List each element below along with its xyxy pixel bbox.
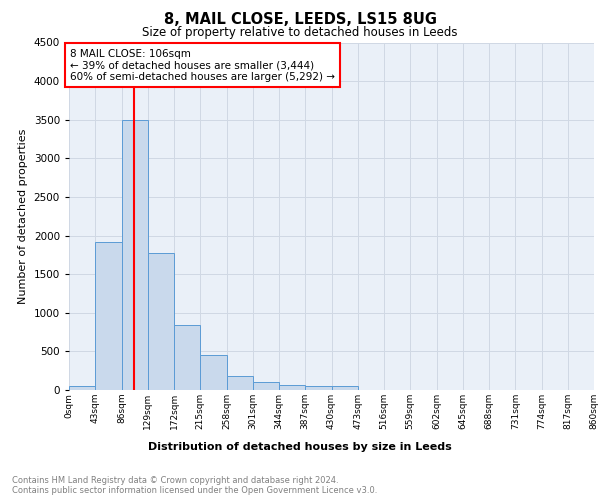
Bar (148, 252, 174, 390)
Bar (95, 242, 121, 390)
Text: 8 MAIL CLOSE: 106sqm
← 39% of detached houses are smaller (3,444)
60% of semi-de: 8 MAIL CLOSE: 106sqm ← 39% of detached h… (70, 48, 335, 82)
Text: Distribution of detached houses by size in Leeds: Distribution of detached houses by size … (148, 442, 452, 452)
Text: Size of property relative to detached houses in Leeds: Size of property relative to detached ho… (142, 26, 458, 39)
Bar (174, 325, 200, 390)
Text: 8, MAIL CLOSE, LEEDS, LS15 8UG: 8, MAIL CLOSE, LEEDS, LS15 8UG (163, 12, 437, 28)
Bar (69, 386, 95, 390)
Bar (253, 382, 279, 390)
Text: Contains HM Land Registry data © Crown copyright and database right 2024.
Contai: Contains HM Land Registry data © Crown c… (12, 476, 377, 495)
Bar (305, 386, 331, 390)
Bar (200, 355, 227, 390)
Bar (121, 120, 148, 390)
Y-axis label: Number of detached properties: Number of detached properties (18, 128, 28, 304)
Bar (279, 385, 305, 390)
Bar (227, 376, 253, 390)
Bar (331, 386, 358, 390)
